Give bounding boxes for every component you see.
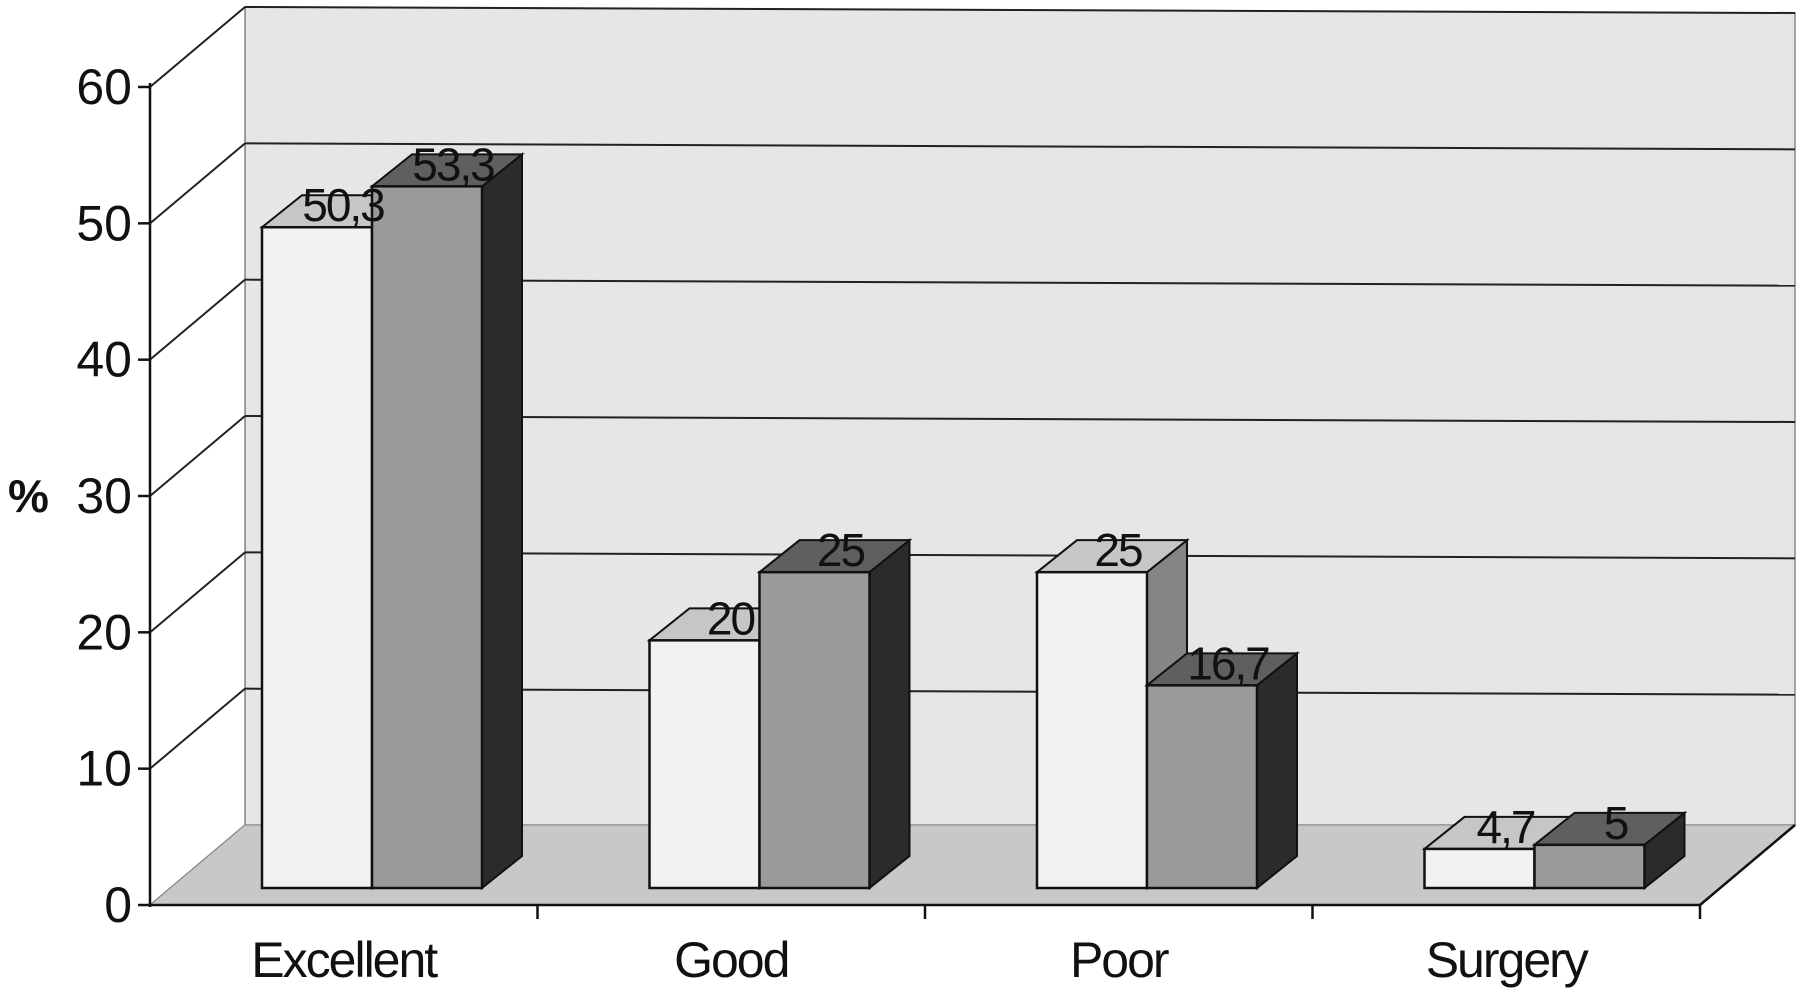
data-label: 5 (1604, 797, 1628, 849)
gridline-side (149, 142, 246, 225)
x-tick-label: Surgery (1426, 932, 1589, 988)
bar (369, 152, 525, 891)
y-tick-label: 60 (76, 59, 132, 115)
y-tick-label: 20 (76, 604, 132, 660)
bar (756, 538, 913, 891)
gridline-side (149, 551, 246, 634)
bar-front (648, 639, 761, 890)
gridline-back (244, 142, 1796, 151)
labels: 0 10 20 30 40 50 60 Excellent Good Poor Surgery 50,… (76, 59, 1629, 988)
bar-front (758, 570, 871, 890)
gridline-back (244, 6, 1796, 14)
bar-front (1423, 847, 1536, 890)
data-label: 4,7 (1477, 801, 1535, 853)
data-label: 50,3 (302, 179, 384, 231)
y-tick-label: 50 (76, 195, 132, 251)
gridline-side (149, 687, 246, 770)
bars (259, 152, 1688, 891)
bar-front (1035, 570, 1149, 890)
axes (138, 83, 1796, 919)
bar (1531, 810, 1688, 891)
data-label: 16,7 (1187, 637, 1269, 689)
data-label: 25 (817, 524, 865, 576)
bar-side (868, 538, 911, 891)
x-tick-label: Excellent (251, 932, 438, 988)
x-tick-label: Poor (1070, 932, 1169, 988)
x-axis-depth-line (1699, 824, 1796, 906)
gridline-side (149, 415, 246, 497)
bar-front (260, 225, 374, 890)
gridline-side (149, 278, 246, 361)
y-tick-label: 40 (76, 332, 132, 388)
bar (1144, 651, 1300, 891)
data-label: 20 (707, 592, 755, 644)
gridline-side (149, 6, 246, 88)
y-tick-label: 10 (76, 741, 132, 797)
data-label: 25 (1094, 524, 1142, 576)
bar-front (1145, 684, 1259, 890)
bar-front (370, 185, 484, 890)
bar-front (1533, 843, 1646, 890)
y-axis-label: % (8, 470, 49, 522)
y-tick-label: 30 (76, 468, 132, 524)
x-tick-label: Good (674, 932, 788, 988)
chart-walls (148, 5, 1797, 907)
data-label: 53,3 (412, 138, 494, 190)
y-tick-label: 0 (104, 877, 132, 933)
bar-side (481, 152, 523, 891)
